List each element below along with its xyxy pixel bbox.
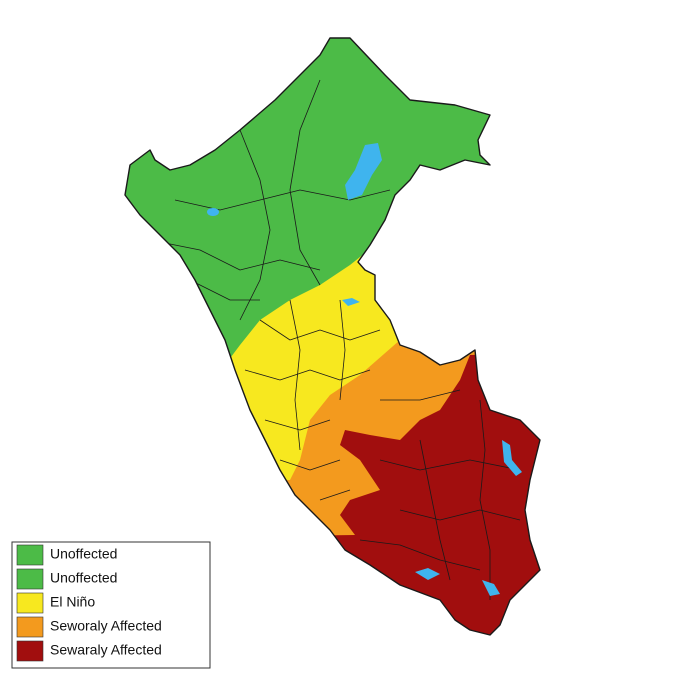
legend-label: Unoffected <box>50 546 117 562</box>
lake <box>502 440 522 476</box>
legend-swatch <box>16 640 44 662</box>
lake <box>482 580 500 596</box>
legend-label: Sewaraly Affected <box>50 642 162 658</box>
legend-swatch <box>16 616 44 638</box>
lake <box>415 568 440 580</box>
legend-label: Seworaly Affected <box>50 618 162 634</box>
province-borders <box>149 79 521 600</box>
legend-label: El Niño <box>50 594 95 610</box>
legend-swatch <box>16 568 44 590</box>
legend-label: Unoffected <box>50 570 117 586</box>
lake <box>342 298 360 306</box>
lake <box>345 143 382 200</box>
legend-box <box>11 541 211 669</box>
legend: Unoffected Unoffected El Niño Seworaly A… <box>11 541 211 669</box>
legend-swatch <box>16 544 44 566</box>
legend-swatch <box>16 592 44 614</box>
lake <box>207 208 219 216</box>
